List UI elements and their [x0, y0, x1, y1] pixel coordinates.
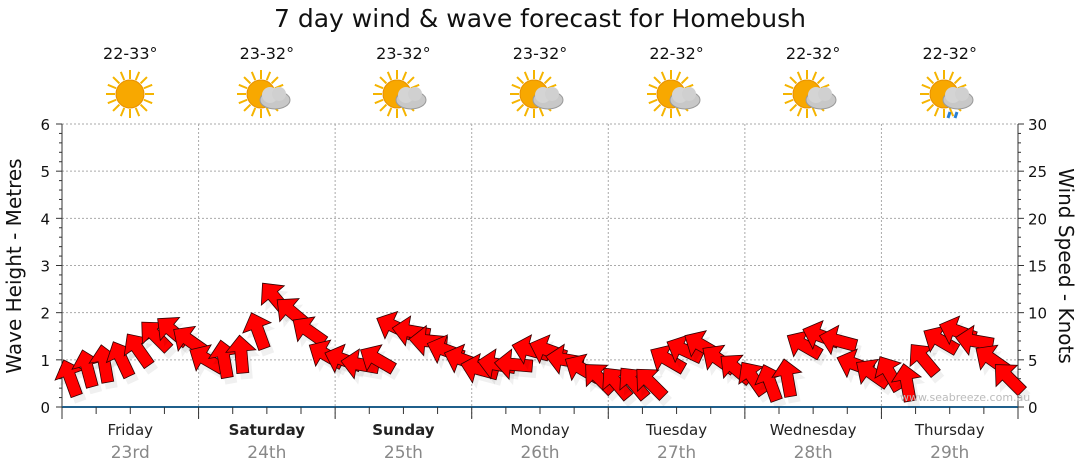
wind-arrow [408, 324, 448, 357]
day-name: Sunday [372, 421, 435, 439]
wind-arrow [994, 364, 1028, 397]
wind-arrow [493, 348, 534, 381]
day-temperature: 22-32° [649, 44, 704, 63]
wind-arrow [242, 312, 273, 352]
wind-arrow [636, 368, 669, 401]
wind-arrow [890, 363, 923, 403]
partly-cloudy-icon [510, 68, 570, 124]
partly-cloudy-icon [783, 68, 843, 124]
watermark: www.seabreeze.com.au [900, 391, 1031, 404]
day-temperature: 22-33° [103, 44, 158, 63]
y-tick-label-right: 15 [1028, 258, 1047, 276]
wind-arrow [874, 356, 905, 394]
day-temperature: 23-32° [512, 44, 568, 63]
day-name: Monday [510, 421, 570, 439]
sunny-icon [100, 68, 160, 124]
y-tick-label-right: 10 [1028, 305, 1047, 323]
day-name: Saturday [228, 421, 306, 439]
y-axis-left-label: Wave Height - Metres [2, 158, 26, 374]
day-date: 28th [793, 443, 833, 463]
y-tick-label-left: 0 [40, 399, 50, 417]
shower-icon [919, 68, 980, 124]
y-tick-label-right: 20 [1028, 210, 1047, 228]
y-tick-label-left: 6 [40, 116, 50, 134]
partly-cloudy-icon [236, 68, 297, 124]
day-temperature: 22-32° [785, 44, 841, 63]
day-date: 29th [930, 443, 970, 463]
y-axis-right-label: Wind Speed - Knots [1054, 168, 1078, 364]
y-tick-label-left: 3 [40, 258, 50, 276]
y-tick-label-right: 5 [1028, 352, 1038, 370]
day-temperature: 22-32° [922, 44, 977, 63]
wind-arrows [54, 282, 1031, 409]
y-tick-label-left: 5 [40, 163, 50, 181]
wind-arrow [856, 358, 892, 390]
y-tick-label-right: 0 [1028, 399, 1038, 417]
day-name: Tuesday [646, 421, 708, 439]
day-temperature: 23-32° [376, 44, 431, 63]
day-name: Wednesday [769, 421, 857, 439]
day-date: 23rd [110, 443, 150, 463]
day-date: 26th [520, 443, 560, 463]
partly-cloudy-icon [373, 68, 433, 124]
wind-arrow [585, 364, 618, 397]
y-tick-label-right: 30 [1028, 116, 1047, 134]
day-date: 24th [247, 443, 287, 463]
wind-arrow [340, 348, 380, 380]
wind-arrow [771, 358, 803, 398]
wind-arrow [225, 334, 257, 375]
y-tick-label-left: 1 [40, 352, 50, 370]
day-name: Thursday [914, 421, 985, 439]
y-tick-label-left: 4 [40, 210, 50, 228]
y-tick-label-right: 25 [1028, 163, 1047, 181]
partly-cloudy-icon [646, 68, 707, 124]
wind-arrow [818, 324, 859, 356]
wind-arrow [359, 344, 397, 375]
day-date: 25th [383, 443, 423, 463]
y-tick-label-left: 2 [40, 305, 50, 323]
day-date: 27th [657, 443, 697, 463]
day-name: Friday [107, 421, 154, 439]
chart-title: 7 day wind & wave forecast for Homebush [274, 4, 806, 33]
day-temperature: 23-32° [239, 44, 295, 63]
